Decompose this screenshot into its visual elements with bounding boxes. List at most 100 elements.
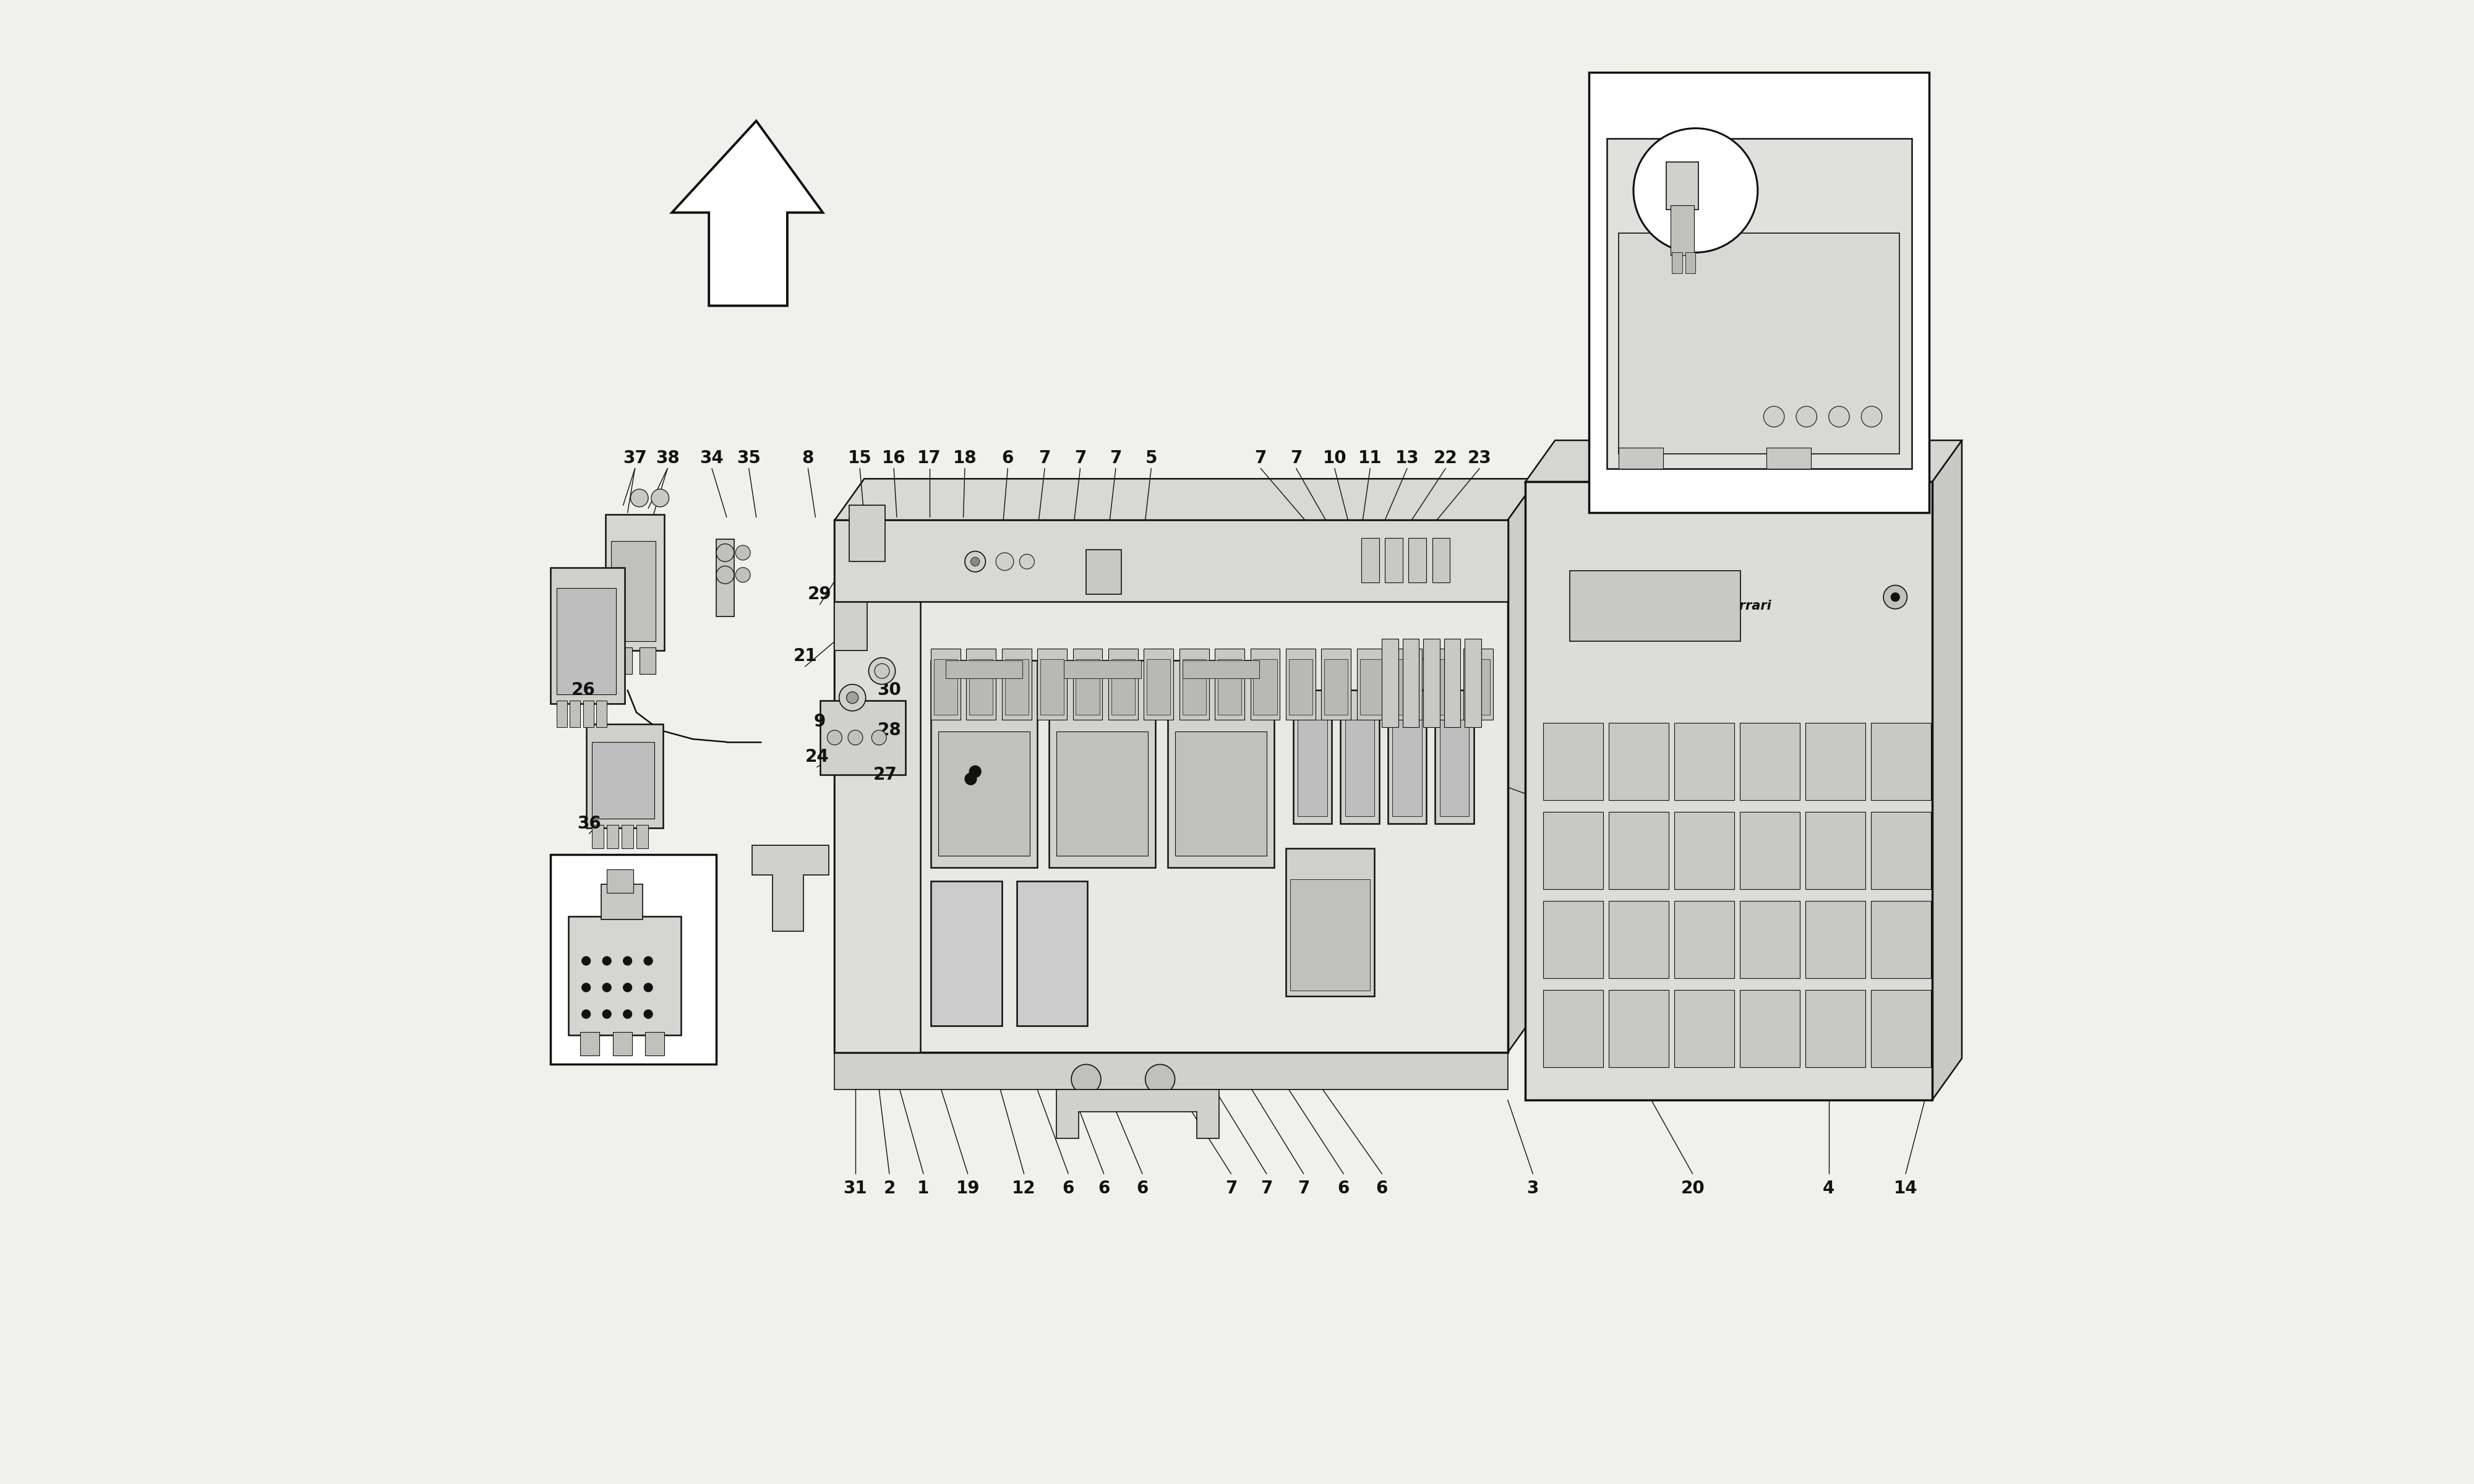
Bar [930,649,960,720]
Text: 4: 4 [1823,1180,1836,1198]
Bar [1215,649,1244,720]
Bar [1294,690,1331,824]
Bar [1465,638,1482,727]
Bar [1739,901,1799,978]
Circle shape [623,982,631,991]
Bar [1618,448,1663,469]
Text: 14: 14 [1893,1180,1917,1198]
Bar [834,521,1507,1052]
Bar [1685,252,1695,273]
Bar [1870,723,1930,800]
Circle shape [651,490,668,508]
Bar [1004,659,1029,715]
Text: 6: 6 [1061,1180,1074,1198]
Bar [1618,233,1900,454]
Bar [1766,448,1811,469]
Bar [1870,990,1930,1067]
Bar [1423,638,1440,727]
Bar [1544,990,1603,1067]
Bar [1321,649,1351,720]
Circle shape [601,956,611,965]
Text: 23: 23 [1467,450,1492,467]
Bar [1385,537,1403,582]
Bar [584,700,594,727]
Circle shape [868,657,896,684]
Circle shape [839,684,866,711]
Bar [1086,549,1121,594]
Bar [1571,570,1742,641]
Text: 7: 7 [1296,1180,1309,1198]
Bar [834,521,920,1052]
Polygon shape [752,846,829,932]
Text: 25: 25 [1410,647,1435,665]
Text: 29: 29 [809,586,831,603]
Bar [1064,660,1141,678]
Bar [1544,812,1603,889]
Text: 27: 27 [873,766,898,784]
Circle shape [1890,592,1900,601]
Text: 7: 7 [1415,700,1427,718]
Text: 11: 11 [1358,450,1383,467]
Bar [596,700,606,727]
Bar [638,647,656,674]
Bar [1462,649,1492,720]
Bar [1039,659,1064,715]
Bar [1670,205,1695,255]
Text: 32: 32 [591,929,616,945]
Bar [717,539,735,616]
Circle shape [1071,1064,1101,1094]
Bar [1346,720,1376,816]
Text: 3: 3 [1526,1180,1539,1198]
Bar [1383,638,1398,727]
Text: 6: 6 [1098,1180,1111,1198]
Circle shape [970,766,982,778]
Bar [1675,990,1734,1067]
Bar [1608,990,1667,1067]
Bar [1435,690,1475,824]
Circle shape [1019,554,1034,568]
Polygon shape [1526,441,1962,482]
Bar [1148,659,1170,715]
Bar [1806,812,1865,889]
Text: 35: 35 [737,450,762,467]
Bar [569,917,680,1034]
Circle shape [717,543,735,561]
Bar [1074,649,1103,720]
Bar [1608,812,1667,889]
Bar [1395,659,1420,715]
Text: 9: 9 [814,712,826,730]
Bar [1467,659,1489,715]
Circle shape [581,982,591,991]
Circle shape [643,982,653,991]
Bar [606,870,633,893]
Circle shape [1145,1064,1175,1094]
Bar [1432,537,1450,582]
Bar [1870,901,1930,978]
Bar [1254,659,1277,715]
Bar [938,732,1029,856]
Text: 38: 38 [656,450,680,467]
Bar [1526,482,1932,1100]
Bar [1361,659,1383,715]
Bar [834,521,1507,601]
Bar [611,540,656,641]
Bar [1739,812,1799,889]
Circle shape [846,692,858,703]
Bar [1286,649,1316,720]
Text: 17: 17 [918,450,940,467]
Bar [601,884,643,920]
Circle shape [970,556,980,565]
Text: 30: 30 [878,681,901,699]
Bar [1183,659,1205,715]
Text: 31: 31 [844,1180,868,1198]
Circle shape [1633,128,1757,252]
Circle shape [876,663,888,678]
Circle shape [581,956,591,965]
Text: 8: 8 [802,450,814,467]
Bar [1249,649,1279,720]
Bar [933,659,957,715]
Bar [606,825,618,849]
Text: 6: 6 [1376,1180,1388,1198]
Bar [1739,723,1799,800]
Bar [1289,659,1311,715]
